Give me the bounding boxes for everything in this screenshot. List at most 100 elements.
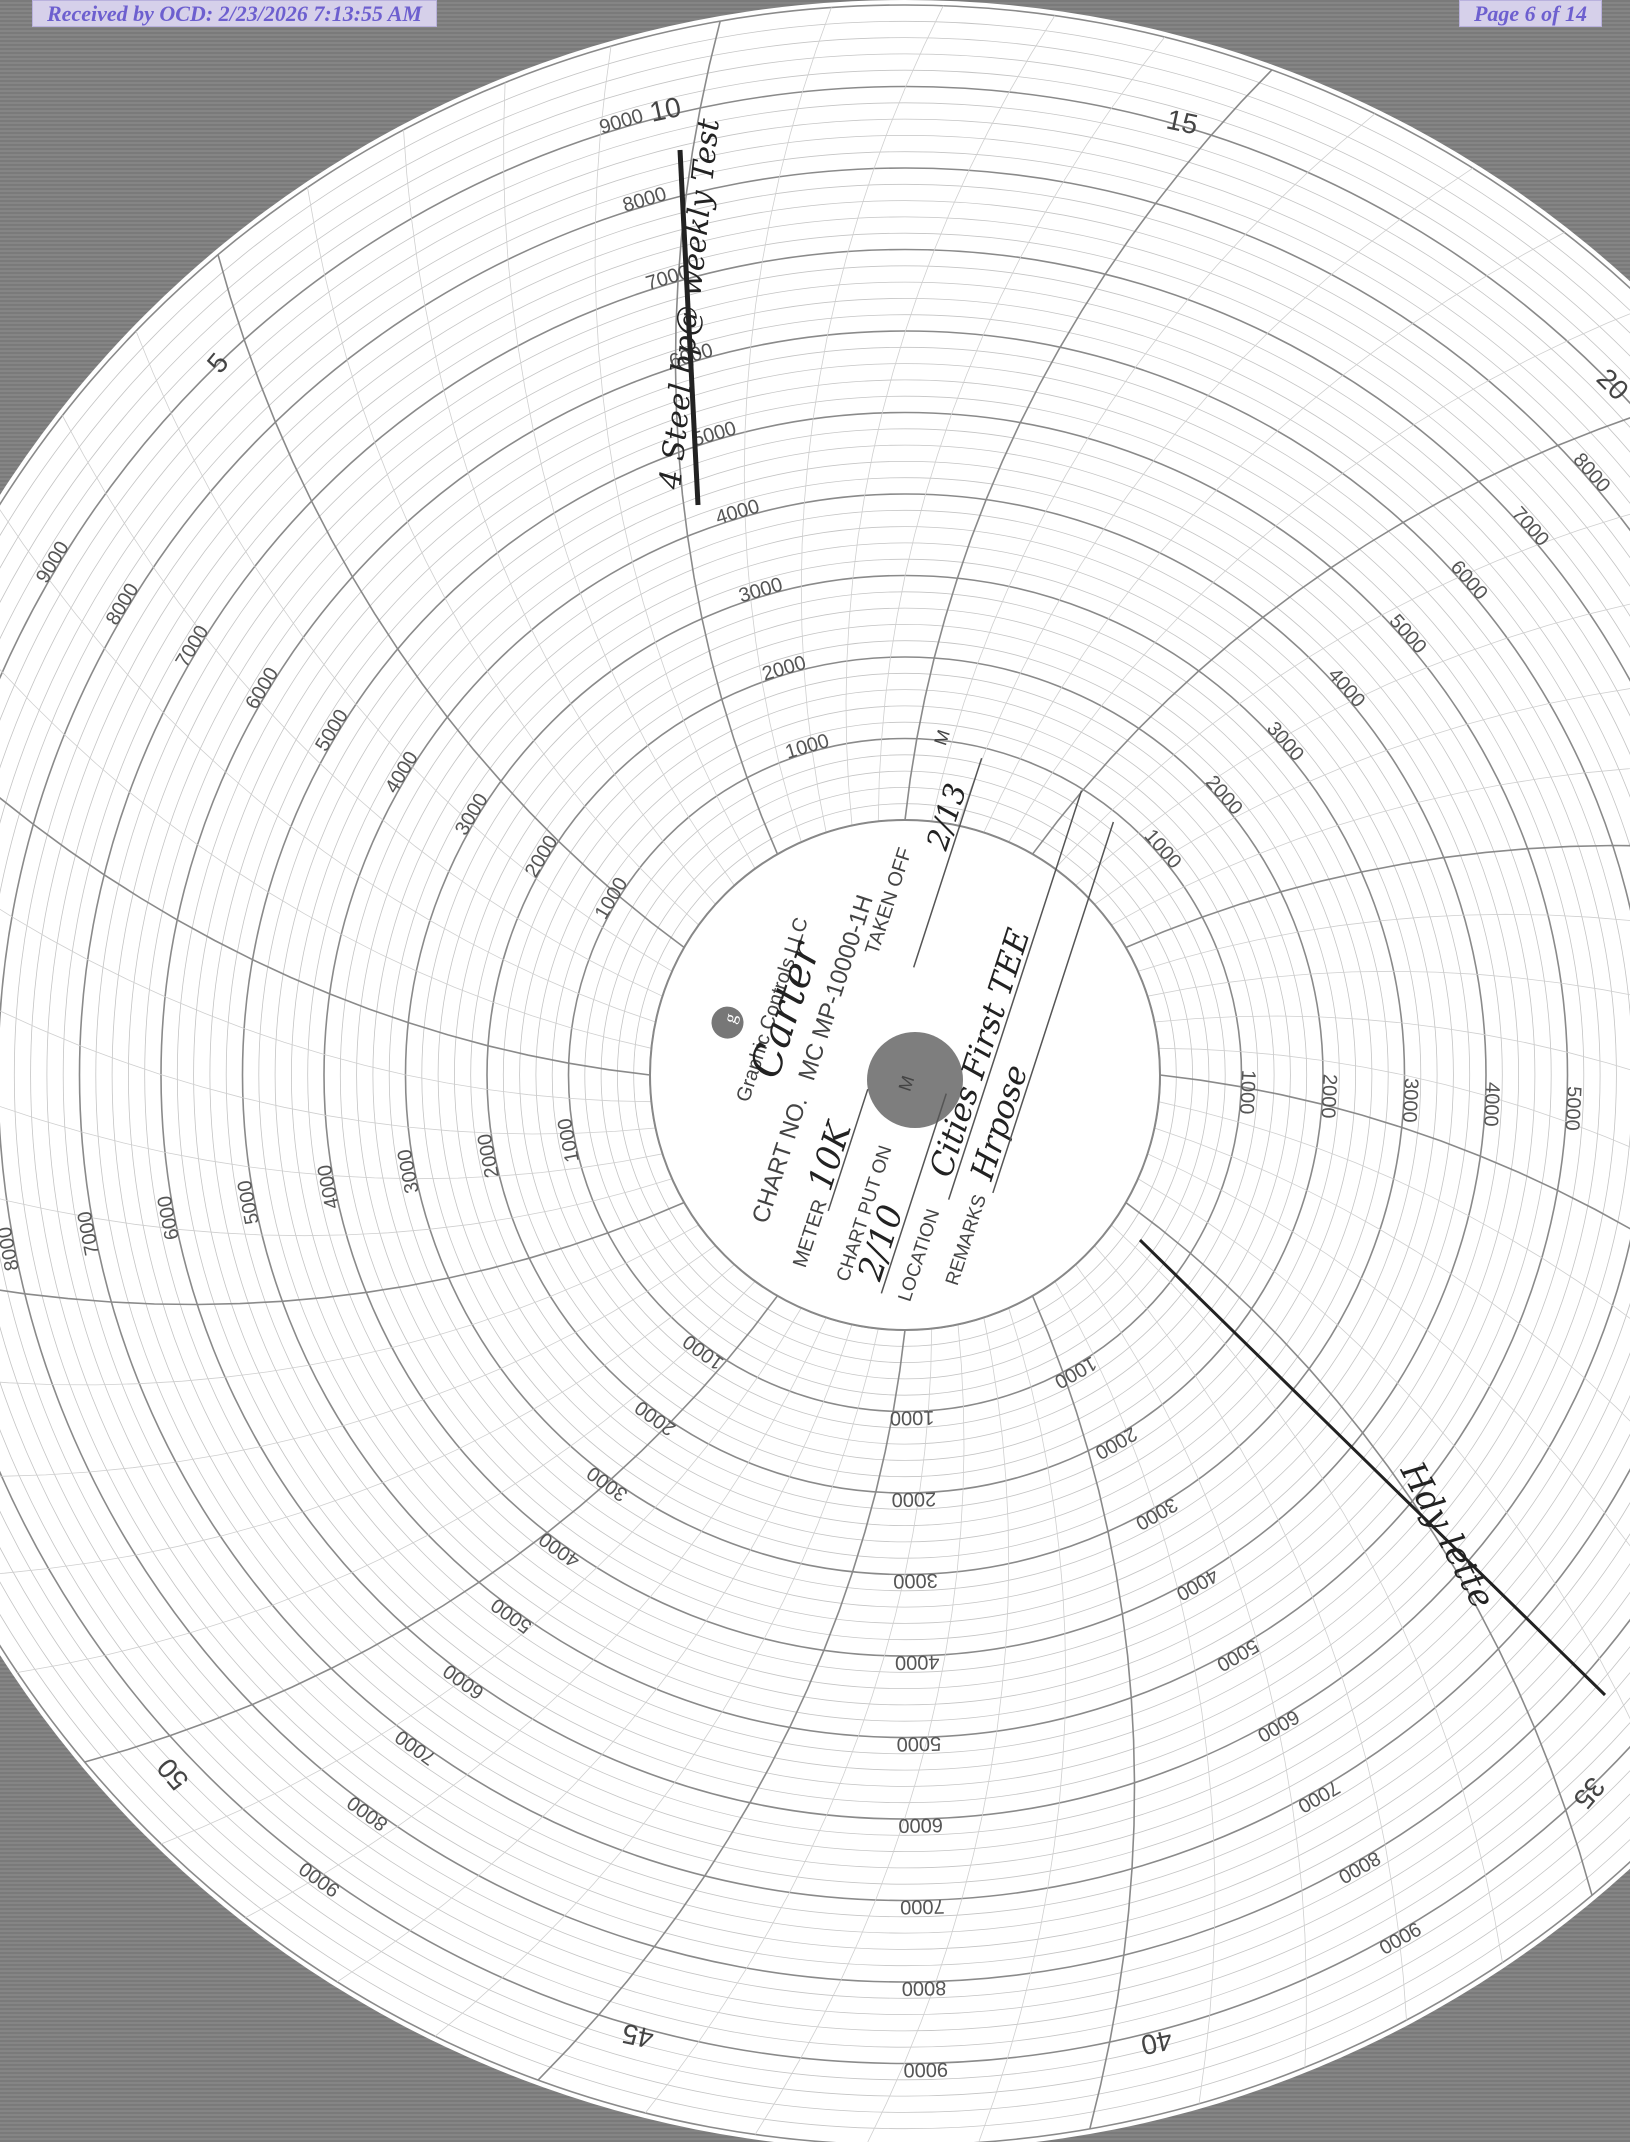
grid-time-arc: [0, 1245, 716, 1477]
grid-ring: [225, 395, 1585, 1755]
grid-ring: [437, 607, 1373, 1543]
scale-label: 1000: [1235, 1069, 1259, 1115]
grid-ring: [14, 184, 1630, 1966]
grid-time-arc: [1054, 1281, 1216, 2104]
grid-time-arc: [800, 5, 944, 833]
grid-time-arc: [1159, 1074, 1630, 1230]
scale-label: 2000: [1316, 1073, 1340, 1119]
grid-ring: [78, 248, 1630, 1902]
grid-time-arc: [845, 15, 1056, 826]
grid-time-arc: [1158, 1047, 1630, 1148]
grid-time-arc: [1125, 844, 1630, 949]
grid-ring: [0, 135, 1630, 2015]
grid-time-arc: [1125, 1201, 1593, 1896]
grid-ring: [95, 265, 1630, 1885]
grid-time-arc: [1137, 913, 1630, 972]
scale-label: 2000: [891, 1487, 936, 1510]
grid-time-arc: [0, 1106, 663, 1180]
grid-time-arc: [1111, 768, 1630, 926]
scale-label: 7000: [900, 1895, 945, 1918]
grid-time-arc: [594, 46, 756, 869]
rim-number-40: 40: [1138, 2024, 1175, 2061]
grid-ring: [470, 640, 1340, 1510]
grid-ring: [0, 118, 1630, 2032]
pen-trace-top: [677, 149, 701, 506]
rim-number-10: 10: [647, 91, 684, 128]
grid-time-arc: [0, 1010, 656, 1135]
grid-time-arc: [674, 20, 779, 855]
grid-time-arc: [135, 330, 673, 972]
grid-ring: [535, 705, 1275, 1445]
scale-label: 8000: [902, 1976, 947, 1999]
scale-label: 5000: [1561, 1086, 1585, 1132]
grid-ring: [0, 85, 1630, 2065]
grid-time-arc: [1008, 313, 1630, 843]
grid-time-arc: [1075, 603, 1630, 886]
grid-time-arc: [983, 232, 1565, 833]
grid-time-arc: [403, 129, 716, 905]
chart-grid: [0, 4, 1630, 2142]
grid-time-arc: [1031, 1295, 1136, 2130]
graphic-controls-logo-icon: [711, 1006, 744, 1039]
grid-time-arc: [503, 82, 735, 886]
grid-ring: [0, 21, 1630, 2129]
grid-ring: [63, 233, 1630, 1917]
grid-time-arc: [245, 1317, 827, 1918]
grid-time-arc: [1075, 1264, 1307, 2068]
grid-time-arc: [307, 187, 699, 926]
grid-ring: [30, 200, 1630, 1950]
grid-time-arc: [1031, 417, 1630, 855]
grid-time-arc: [0, 1224, 699, 1386]
grid-ring: [193, 363, 1617, 1787]
grid-ring: [584, 754, 1226, 1396]
grid-ring: [0, 151, 1630, 1999]
page-number-stamp: Page 6 of 14: [1458, 0, 1602, 27]
grid-ring: [144, 314, 1630, 1836]
grid-ring: [177, 347, 1630, 1803]
grid-ring: [617, 787, 1194, 1364]
grid-ring: [46, 216, 1630, 1934]
grid-ring: [421, 591, 1389, 1559]
grid-time-arc: [1094, 1245, 1407, 2021]
scale-label: 4000: [1479, 1082, 1503, 1128]
grid-time-arc: [84, 1295, 779, 1763]
grid-ring: [0, 167, 1630, 1983]
scale-label: 1000: [890, 1406, 935, 1429]
grid-time-arc: [0, 1264, 735, 1574]
grid-time-arc: [1054, 513, 1630, 869]
pen-trace-right: [1138, 1238, 1607, 1697]
grid-time-arc: [537, 1329, 906, 2081]
center-hole: [867, 1032, 963, 1128]
grid-time-arc: [1154, 1127, 1630, 1422]
scale-label: 6000: [898, 1813, 943, 1836]
grid-ring: [388, 558, 1422, 1592]
grid-time-arc: [0, 908, 652, 1103]
grid-ring: [307, 477, 1503, 1673]
grid-time-arc: [1137, 1178, 1630, 1720]
rim-number-45: 45: [619, 2018, 656, 2055]
rim-number-15: 15: [1164, 104, 1201, 141]
grid-ring: [600, 770, 1210, 1380]
grid-time-arc: [62, 415, 663, 997]
put-on-m: M: [895, 1073, 919, 1093]
grid-ring: [258, 428, 1552, 1722]
grid-time-arc: [754, 1324, 965, 2135]
grid-ring: [291, 461, 1519, 1689]
grid-ring: [0, 4, 1630, 2142]
scale-label: 3000: [1398, 1078, 1422, 1124]
received-stamp: Received by OCD: 2/23/2026 7:13:55 AM: [32, 0, 437, 27]
grid-time-arc: [1147, 1153, 1630, 1547]
grid-ring: [0, 102, 1630, 2048]
grid-ring: [0, 70, 1630, 2080]
grid-ring: [0, 37, 1630, 2113]
grid-time-arc: [931, 113, 1376, 822]
grid-time-arc: [336, 1324, 853, 1983]
grid-time-arc: [0, 509, 656, 1023]
grid-time-arc: [1158, 1101, 1630, 1319]
grid-time-arc: [17, 1281, 756, 1673]
grid-ring: [241, 411, 1569, 1739]
grid-ring: [111, 281, 1630, 1869]
taken-off-m: M: [930, 727, 954, 747]
grid-ring: [274, 444, 1536, 1706]
